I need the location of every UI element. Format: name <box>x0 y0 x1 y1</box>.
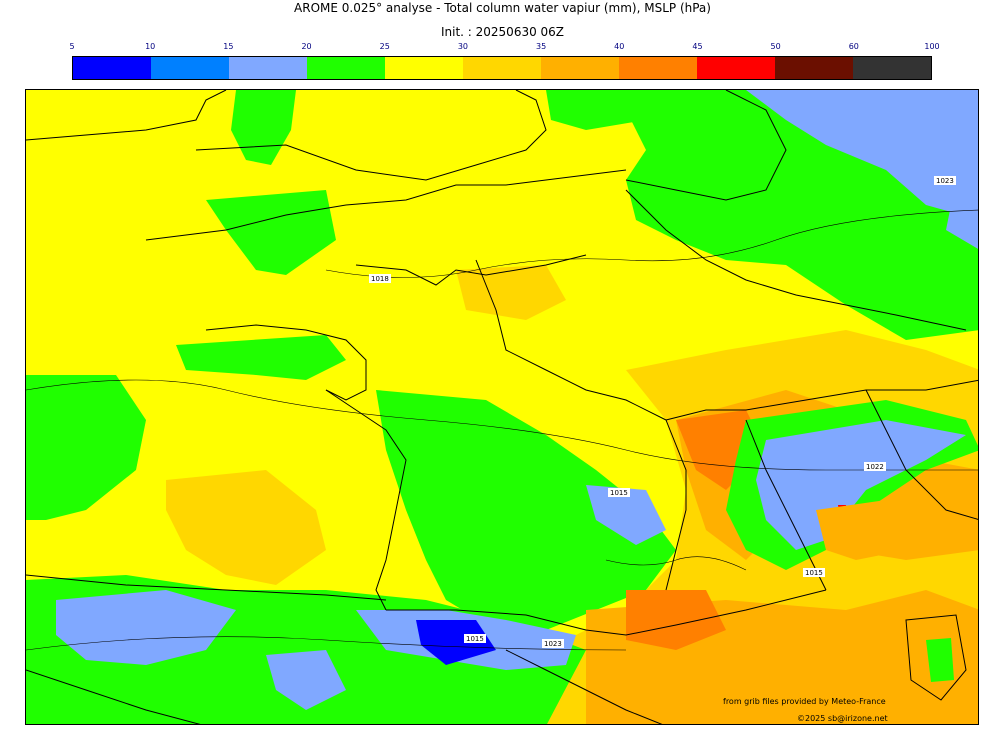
colorbar-segment-2 <box>229 57 307 79</box>
colorbar-segment-8 <box>697 57 775 79</box>
field-blue-spain <box>266 650 346 710</box>
colorbar-tick-label: 60 <box>848 42 859 51</box>
isobar-label-bg <box>803 568 825 577</box>
field-green-brittany <box>176 335 346 380</box>
map-title: AROME 0.025° analyse - Total column wate… <box>294 1 711 15</box>
isobar-label-1015-pyrenees: 1015 <box>466 635 484 643</box>
coastlines <box>26 90 978 724</box>
isobar-label-1023-pyrenees: 1023 <box>544 640 562 648</box>
init-time: Init. : 20250630 06Z <box>440 25 565 39</box>
colorbar-segment-5 <box>463 57 541 79</box>
field-green-cornwall <box>206 190 336 275</box>
field-blue-cantabria <box>56 590 236 665</box>
field-green-england-2 <box>546 90 666 130</box>
credit-source: from grib files provided by Meteo-France <box>723 697 886 706</box>
colorbar-tick-label: 15 <box>223 42 234 51</box>
field-blue-northeast <box>746 90 978 220</box>
isobar-label-bg <box>934 176 956 185</box>
field-orange-alps-south <box>816 500 926 560</box>
isobar-label-bg <box>369 274 391 283</box>
colorbar-segment-6 <box>541 57 619 79</box>
field-blue-east <box>946 175 978 249</box>
colorbar-segment-0 <box>73 57 151 79</box>
isobar-label-bg <box>608 488 630 497</box>
colorbar-segment-1 <box>151 57 229 79</box>
isobar-label-1015-south: 1015 <box>805 569 823 577</box>
isobar-label-1023-ne: 1023 <box>936 177 954 185</box>
colorbar-tick-label: 45 <box>692 42 703 51</box>
colorbar-tick-label: 100 <box>924 42 940 51</box>
map-svg: 1018 1015 1015 1022 1023 1023 1015 <box>26 90 978 724</box>
field-blue-alps <box>756 420 966 550</box>
credit-copyright: ©2025 sb@irizone.net <box>797 714 888 723</box>
isobar-label-bg <box>464 634 486 643</box>
colorbar-tick-label: 30 <box>457 42 468 51</box>
field-blue-central <box>586 485 666 545</box>
colorbar <box>72 56 932 80</box>
colorbar-tick-label: 5 <box>69 42 75 51</box>
isobar-label-1015-center: 1015 <box>610 489 628 497</box>
colorbar-segment-9 <box>775 57 853 79</box>
colorbar-segment-7 <box>619 57 697 79</box>
isobars <box>26 209 978 651</box>
isobar-labels: 1018 1015 1015 1022 1023 1023 1015 <box>369 176 956 648</box>
field-green-corsica <box>926 638 954 682</box>
colorbar-segment-3 <box>307 57 385 79</box>
colorbar-segment-10 <box>853 57 931 79</box>
colorbar-tick-label: 50 <box>770 42 781 51</box>
colorbar-tick-label: 35 <box>535 42 547 51</box>
field-green-atlantic <box>26 375 146 520</box>
colorbar-segment-4 <box>385 57 463 79</box>
map-panel: 1018 1015 1015 1022 1023 1023 1015 <box>25 89 979 725</box>
field-darkblue-pyrenees <box>416 620 496 665</box>
isobar-label-bg <box>864 462 886 471</box>
field-green-central <box>376 390 676 630</box>
field-gold-biscay <box>166 470 326 585</box>
colorbar-tick-label: 10 <box>145 42 156 51</box>
isobar-label-1022: 1022 <box>866 463 884 471</box>
field-darkorange-gulf <box>626 590 726 650</box>
colorbar-tick-label: 25 <box>379 42 390 51</box>
field-green-england-1 <box>231 90 296 165</box>
colorbar-tick-label: 20 <box>301 42 312 51</box>
isobar-label-1018: 1018 <box>371 275 389 283</box>
isobar-label-bg <box>542 639 564 648</box>
colorbar-tick-label: 40 <box>614 42 625 51</box>
